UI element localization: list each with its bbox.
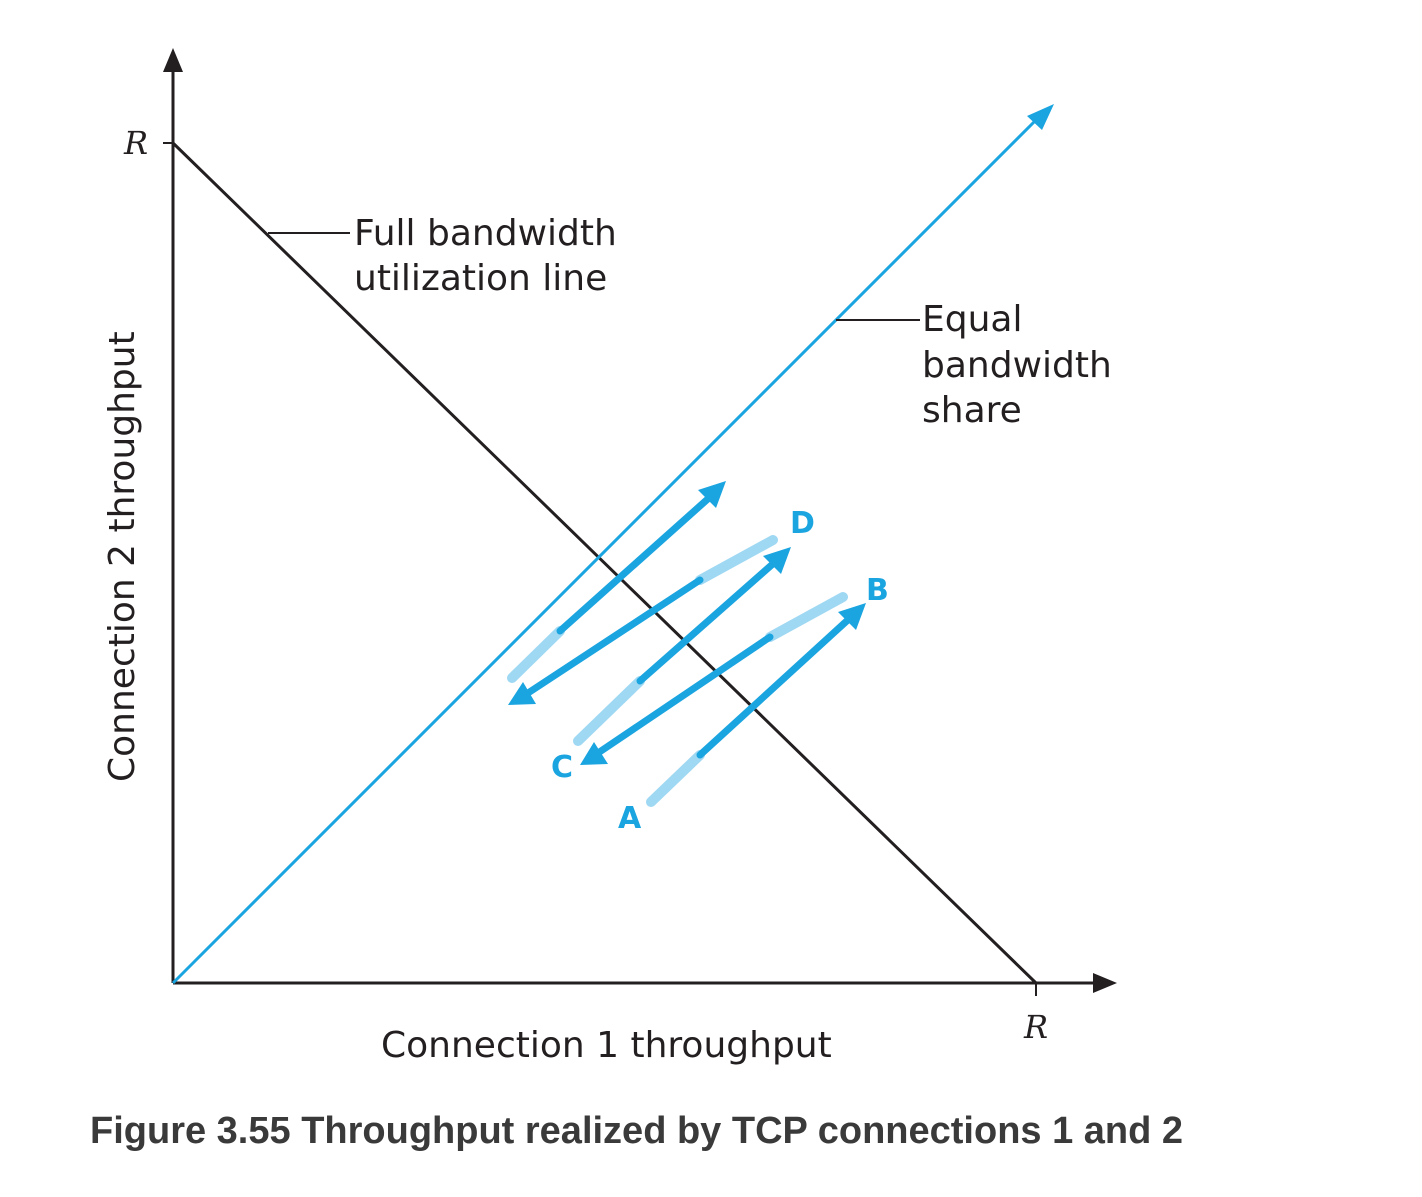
arrow-d-to-e-head (508, 682, 536, 705)
figure-caption: Figure 3.55 Throughput realized by TCP c… (90, 1110, 1184, 1152)
arrow-c-to-d (636, 558, 779, 685)
y-axis-label: Connection 2 throughput (102, 331, 143, 782)
segment-c-start (573, 676, 645, 746)
segment-e-start (507, 626, 565, 683)
arrow-a-to-b-head (838, 603, 866, 630)
equal-share-label-line1: Equal (922, 299, 1022, 340)
x-axis-label: Connection 1 throughput (381, 1025, 832, 1066)
x-axis-max-label: R (1023, 1008, 1048, 1046)
segment-a-start (646, 750, 705, 807)
point-b-label: B (866, 573, 889, 608)
equal-share-arrowhead (1027, 104, 1054, 130)
arrow-e-up-head (698, 481, 726, 508)
point-c-label: C (551, 750, 573, 785)
x-axis-arrowhead (1093, 973, 1117, 993)
segment-d-decrease (695, 535, 778, 585)
segment-b-decrease (765, 592, 848, 642)
arrow-a-to-b (696, 614, 854, 759)
full-bandwidth-line (171, 141, 1038, 985)
y-axis-max-label: R (123, 124, 148, 162)
equal-share-label-line3: share (922, 390, 1022, 431)
point-d-label: D (790, 506, 815, 541)
arrow-e-up (556, 493, 714, 635)
y-axis-arrowhead (163, 48, 183, 72)
arrow-d-to-e (524, 576, 704, 697)
equal-share-label-line2: bandwidth (922, 345, 1112, 386)
arrow-b-to-c (594, 633, 774, 757)
point-a-label: A (618, 801, 642, 836)
arrow-b-to-c-head (580, 742, 608, 765)
full-bandwidth-label-line1: Full bandwidth (354, 213, 617, 254)
equal-share-line (171, 118, 1038, 985)
full-bandwidth-label-line2: utilization line (354, 258, 607, 299)
arrow-c-to-d-head (763, 547, 791, 574)
